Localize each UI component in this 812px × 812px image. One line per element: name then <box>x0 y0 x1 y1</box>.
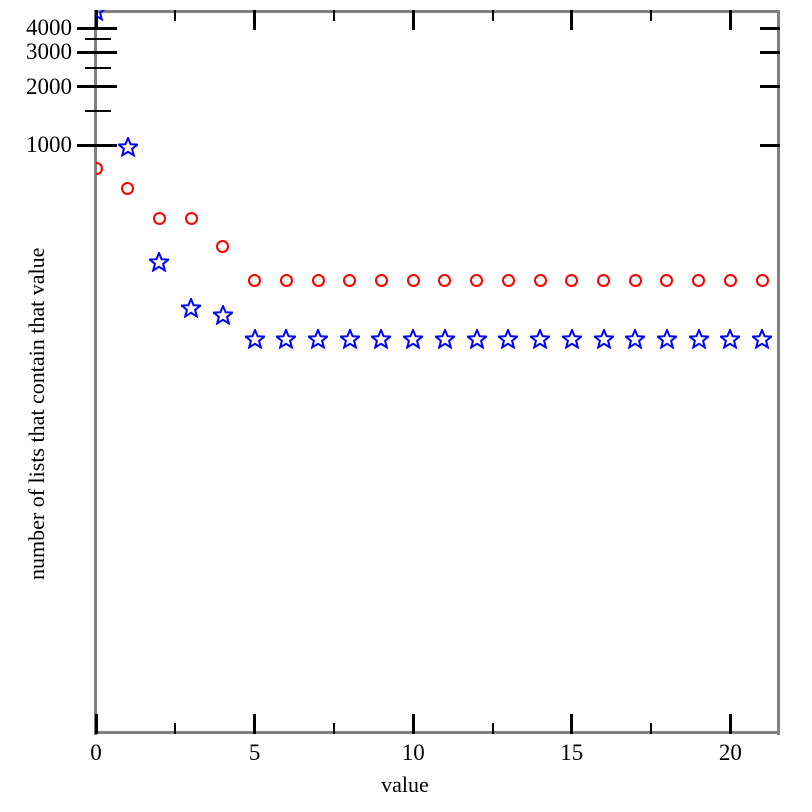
x-minor-tick <box>332 723 335 734</box>
y-tick-label: 4000 <box>26 15 72 41</box>
data-point-star <box>496 327 521 354</box>
data-point-star <box>115 135 140 162</box>
plot-frame-bottom <box>96 731 780 734</box>
data-point-star <box>718 327 743 354</box>
data-point-circle <box>533 274 547 288</box>
x-minor-tick <box>491 10 494 21</box>
data-point-circle <box>438 274 452 288</box>
plot-frame-top <box>96 10 780 13</box>
plot-frame-left <box>94 10 97 735</box>
data-point-circle <box>628 274 642 288</box>
y-major-tick <box>760 85 780 89</box>
x-major-tick <box>253 714 257 734</box>
y-major-tick <box>760 26 780 30</box>
data-point-circle <box>96 161 103 175</box>
y-major-tick <box>77 50 117 54</box>
data-point-circle <box>152 211 166 225</box>
data-area <box>96 10 780 733</box>
data-point-circle <box>248 274 262 288</box>
y-major-tick <box>77 85 117 89</box>
data-point-star <box>591 327 616 354</box>
data-point-star <box>369 327 394 354</box>
data-point-star <box>274 327 299 354</box>
data-point-star <box>306 327 330 354</box>
data-point-circle <box>343 274 357 288</box>
y-major-tick <box>760 143 780 147</box>
x-major-tick <box>570 10 574 30</box>
x-minor-tick <box>332 10 335 21</box>
data-point-circle <box>470 274 484 288</box>
data-point-circle <box>406 274 420 288</box>
data-point-star <box>96 10 106 26</box>
y-major-tick <box>760 50 780 54</box>
y-tick-label: 1000 <box>26 132 72 157</box>
data-point-star <box>401 327 426 354</box>
data-point-star <box>655 327 679 354</box>
data-point-star <box>210 303 235 330</box>
x-major-tick <box>94 714 98 734</box>
x-tick-label: 0 <box>90 740 102 765</box>
data-point-star <box>528 327 552 354</box>
y-tick-label: 3000 <box>26 39 72 65</box>
data-point-circle <box>374 274 388 288</box>
data-point-star <box>242 327 267 354</box>
data-point-star <box>559 327 584 354</box>
x-minor-tick <box>650 10 653 21</box>
x-major-tick <box>94 10 98 30</box>
x-minor-tick <box>491 723 494 734</box>
x-major-tick <box>253 10 257 30</box>
data-point-circle <box>184 211 198 225</box>
x-axis-label: value <box>381 772 429 797</box>
y-axis-label: number of lists that contain that value <box>24 247 49 580</box>
x-major-tick <box>570 714 574 734</box>
data-point-star <box>623 327 648 354</box>
x-major-tick <box>411 714 415 734</box>
y-minor-tick <box>85 66 111 69</box>
data-point-circle <box>279 274 293 288</box>
data-point-circle <box>755 274 769 288</box>
y-major-tick <box>77 143 117 147</box>
x-tick-label: 20 <box>718 740 742 765</box>
data-point-circle <box>565 274 579 288</box>
data-point-circle <box>692 274 706 288</box>
data-point-circle <box>311 274 325 288</box>
data-point-star <box>433 327 457 354</box>
x-tick-label: 15 <box>560 740 584 765</box>
data-point-star <box>464 327 489 354</box>
x-major-tick <box>728 714 732 734</box>
data-point-circle <box>501 274 515 288</box>
data-point-circle <box>723 274 737 288</box>
data-point-star <box>147 250 172 277</box>
x-tick-label: 10 <box>401 740 425 765</box>
plot-frame-right <box>777 10 780 735</box>
data-point-circle <box>597 274 611 288</box>
y-minor-tick <box>85 38 111 41</box>
x-minor-tick <box>174 723 177 734</box>
data-point-star <box>750 327 775 354</box>
x-minor-tick <box>174 10 177 21</box>
data-point-star <box>337 327 362 354</box>
x-minor-tick <box>650 723 653 734</box>
data-point-circle <box>216 239 230 253</box>
y-minor-tick <box>85 109 111 112</box>
data-point-star <box>686 327 711 354</box>
data-point-star <box>179 296 204 323</box>
x-major-tick <box>728 10 732 30</box>
x-major-tick <box>411 10 415 30</box>
x-tick-label: 5 <box>248 740 261 765</box>
data-point-circle <box>660 274 674 288</box>
data-point-circle <box>121 181 135 195</box>
y-tick-label: 2000 <box>26 73 72 99</box>
y-major-tick <box>77 26 117 30</box>
